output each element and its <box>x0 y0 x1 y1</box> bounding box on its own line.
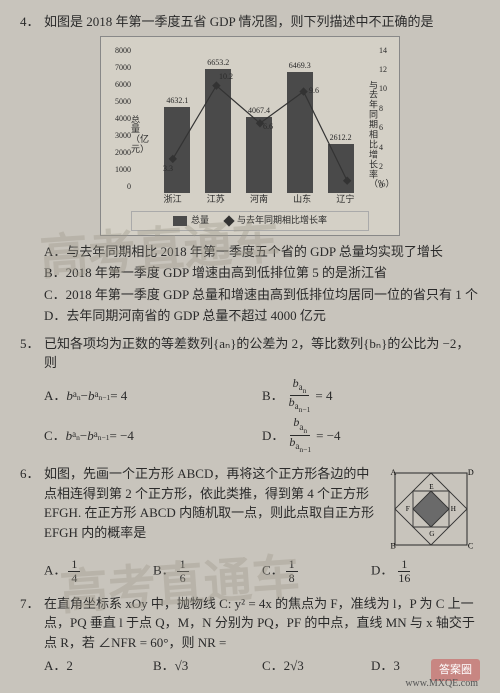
q5-opt-a: A．ban − ban−1 = 4 <box>44 377 262 415</box>
nested-squares-diagram: A D C B E H G F <box>386 464 476 554</box>
bars-container: 4632.1 6653.2 4067.4 6469.3 2612.2 <box>151 45 367 193</box>
q4-header: 4． 如图是 2018 年第一季度五省 GDP 情况图，则下列描述中不正确的是 <box>20 12 480 32</box>
svg-text:G: G <box>429 530 434 538</box>
svg-text:B: B <box>391 542 396 551</box>
bar-5: 2612.2 <box>328 144 354 193</box>
bar-2: 6653.2 <box>205 69 231 193</box>
gdp-chart: 总量（亿元） 与去年同期相比增长率（%） 0100020003000400050… <box>100 36 400 236</box>
x-axis-labels: 浙江 江苏 河南 山东 辽宁 <box>151 193 367 207</box>
q6-opt-a: A．14 <box>44 558 153 585</box>
q6-opt-d: D．116 <box>371 558 480 585</box>
chart-legend: 总量 与去年同期相比增长率 <box>131 211 369 231</box>
svg-text:A: A <box>391 468 397 477</box>
q4-num: 4． <box>20 12 44 32</box>
q5-opt-b: B．banban−1 = 4 <box>262 377 480 415</box>
q5-opt-d: D．banban−1 = −4 <box>262 416 480 454</box>
q5-text: 已知各项均为正数的等差数列{aₙ}的公差为 2，等比数列{bₙ}的公比为 −2，… <box>44 334 480 373</box>
q7-header: 7． 在直角坐标系 xOy 中，抛物线 C: y² = 4x 的焦点为 F，准线… <box>20 594 480 653</box>
q4-opt-c: C．2018 年第一季度 GDP 总量和增速由高到低排位均居同一位的省只有 1 … <box>44 285 480 305</box>
bar-1: 4632.1 <box>164 107 190 193</box>
left-y-axis: 010002000300040005000600070008000 <box>101 45 131 193</box>
q4-options: A．与去年同期相比 2018 年第一季度五个省的 GDP 总量均实现了增长 B．… <box>44 242 480 326</box>
q6-text: 如图，先画一个正方形 ABCD，再将这个正方形各边的中点相连得到第 2 个正方形… <box>44 464 378 554</box>
exam-page: 4． 如图是 2018 年第一季度五省 GDP 情况图，则下列描述中不正确的是 … <box>0 0 500 693</box>
q7-opt-c: C．2√3 <box>262 656 371 676</box>
svg-text:H: H <box>451 505 456 513</box>
q4-text: 如图是 2018 年第一季度五省 GDP 情况图，则下列描述中不正确的是 <box>44 12 480 32</box>
svg-text:C: C <box>468 542 473 551</box>
q5-options: A．ban − ban−1 = 4 B．banban−1 = 4 C．ban −… <box>44 377 480 457</box>
q5-header: 5． 已知各项均为正数的等差数列{aₙ}的公差为 2，等比数列{bₙ}的公比为 … <box>20 334 480 373</box>
legend-bar-icon <box>173 216 187 226</box>
q6-header: 6． 如图，先画一个正方形 ABCD，再将这个正方形各边的中点相连得到第 2 个… <box>20 464 480 554</box>
q4-opt-d: D．去年同期河南省的 GDP 总量不超过 4000 亿元 <box>44 306 480 326</box>
footer-url: www.MXQE.com <box>405 676 478 691</box>
q5-opt-c: C．ban − ban−1 = −4 <box>44 416 262 454</box>
q4-opt-a: A．与去年同期相比 2018 年第一季度五个省的 GDP 总量均实现了增长 <box>44 242 480 262</box>
q7-options: A．2 B．√3 C．2√3 D．3 <box>44 656 480 678</box>
q7-text: 在直角坐标系 xOy 中，抛物线 C: y² = 4x 的焦点为 F，准线为 l… <box>44 594 480 653</box>
q6-opt-c: C．18 <box>262 558 371 585</box>
legend-diamond-icon <box>223 215 234 226</box>
svg-text:F: F <box>406 505 410 513</box>
left-y-label: 总量（亿元） <box>131 116 143 156</box>
right-y-axis: 02468101214 <box>379 45 397 193</box>
q4-opt-b: B．2018 年第一季度 GDP 增速由高到低排位第 5 的是浙江省 <box>44 263 480 283</box>
q7-opt-b: B．√3 <box>153 656 262 676</box>
q6-num: 6． <box>20 464 44 554</box>
svg-text:E: E <box>429 483 434 491</box>
q6-opt-b: B．16 <box>153 558 262 585</box>
svg-text:D: D <box>468 468 474 477</box>
chart-plot-area: 4632.1 6653.2 4067.4 6469.3 2612.2 3.3 1… <box>151 45 367 193</box>
q5-num: 5． <box>20 334 44 373</box>
q7-num: 7． <box>20 594 44 653</box>
q6-options: A．14 B．16 C．18 D．116 <box>44 558 480 587</box>
q7-opt-a: A．2 <box>44 656 153 676</box>
